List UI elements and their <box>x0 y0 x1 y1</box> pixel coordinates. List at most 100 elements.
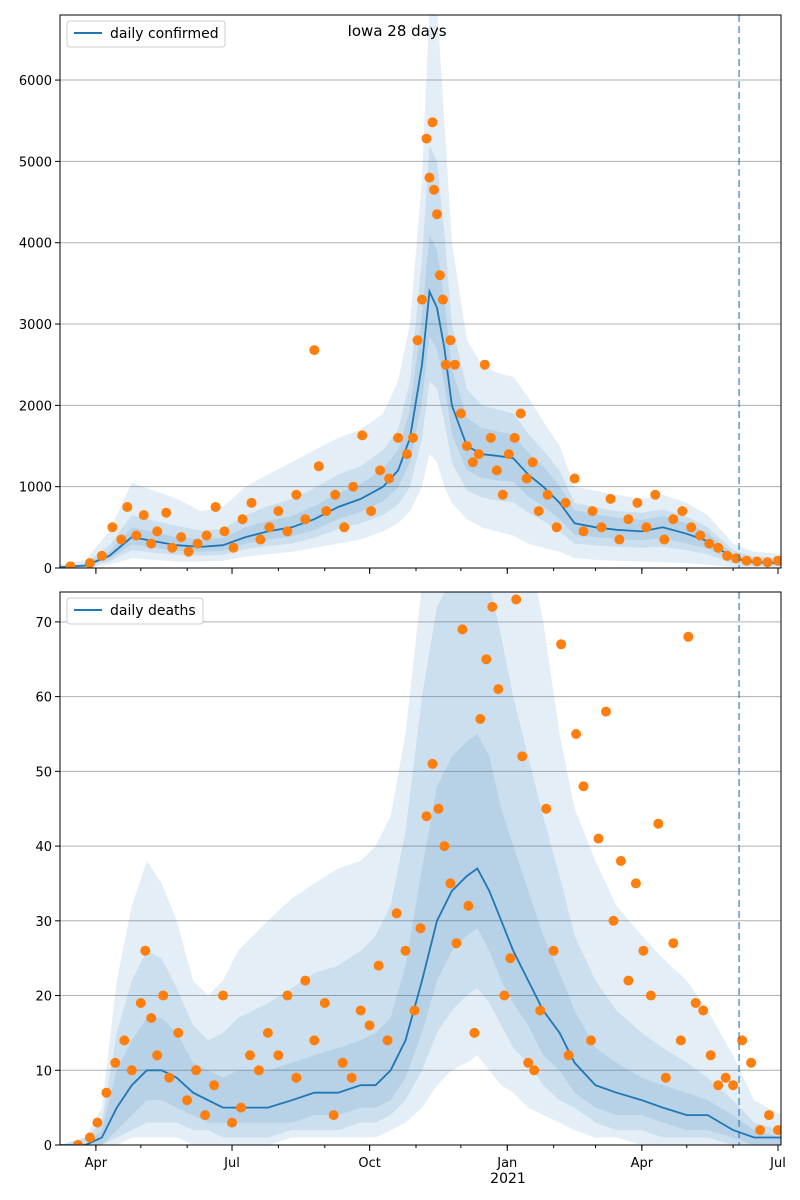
data-point <box>330 489 341 500</box>
data-point <box>219 526 230 537</box>
x-tick-label: Oct <box>358 1156 380 1171</box>
data-point <box>282 526 293 537</box>
y-tick-label: 6000 <box>19 74 52 89</box>
data-point <box>432 209 442 220</box>
data-point <box>131 530 142 541</box>
data-point <box>313 461 324 472</box>
data-point <box>741 555 752 566</box>
data-point <box>309 345 320 356</box>
data-point <box>236 1102 246 1113</box>
data-point <box>273 1050 284 1061</box>
data-point <box>138 510 149 521</box>
deaths-y-ticks: 0 10 20 30 40 50 60 70 <box>35 616 60 1154</box>
confirmed-legend: daily confirmed <box>66 20 226 48</box>
data-point <box>623 514 634 525</box>
deaths-points <box>73 594 781 1145</box>
data-point <box>487 601 498 612</box>
band-inner <box>60 734 781 1145</box>
y-tick-label: 60 <box>35 691 52 706</box>
data-point <box>569 473 580 484</box>
data-point <box>245 1050 255 1061</box>
data-point <box>135 998 146 1008</box>
data-point <box>73 1140 83 1145</box>
data-point <box>384 473 395 484</box>
data-point <box>596 522 607 533</box>
data-point <box>481 654 492 665</box>
data-point <box>173 1027 184 1038</box>
data-point <box>593 833 604 844</box>
data-point <box>705 1050 716 1061</box>
y-tick-label: 0 <box>44 1139 52 1154</box>
data-point <box>373 960 384 971</box>
data-point <box>535 1005 546 1016</box>
y-tick-label: 1000 <box>19 481 52 496</box>
data-point <box>192 538 203 549</box>
data-point <box>764 1110 774 1121</box>
data-point <box>348 481 359 492</box>
data-point <box>364 1020 375 1031</box>
data-point <box>262 1027 273 1038</box>
data-point <box>264 522 275 533</box>
data-point <box>473 449 484 460</box>
band-middle <box>60 592 781 1145</box>
data-point <box>563 1050 574 1061</box>
data-point <box>391 908 402 919</box>
x-tick-label: Jul <box>769 1156 786 1171</box>
data-point <box>237 514 248 525</box>
confirmed-series <box>60 288 781 568</box>
data-point <box>210 502 221 512</box>
data-point <box>429 184 439 195</box>
data-point <box>608 915 619 926</box>
data-point <box>683 631 694 642</box>
data-point <box>499 990 510 1001</box>
data-point <box>746 1057 757 1068</box>
data-point <box>96 550 107 561</box>
data-point <box>246 497 257 508</box>
series-line-confirmed <box>60 288 781 568</box>
data-point <box>523 1057 534 1068</box>
data-point <box>417 294 427 305</box>
data-point <box>457 624 468 635</box>
data-point <box>191 1065 202 1076</box>
data-point <box>773 1125 781 1136</box>
deaths-panel: 0 10 20 30 40 50 60 70 Apr Jul Oct Jan Apr Jul daily… <box>35 591 786 1187</box>
data-point <box>728 1080 739 1091</box>
data-point <box>659 534 670 545</box>
data-point <box>491 465 502 476</box>
data-point <box>339 522 350 533</box>
deaths-x-ticks: Apr Jul Oct Jan Apr Jul <box>85 1145 786 1171</box>
data-point <box>720 1072 731 1083</box>
data-point <box>434 270 445 281</box>
deaths-axes-frame <box>59 591 782 1146</box>
data-point <box>527 457 538 468</box>
data-point <box>218 990 228 1001</box>
data-point <box>511 594 522 605</box>
data-point <box>253 1065 264 1076</box>
data-point <box>92 1117 103 1128</box>
data-point <box>548 945 559 956</box>
data-point <box>393 432 404 443</box>
confirmed-points <box>65 117 781 568</box>
data-point <box>762 557 773 568</box>
x-tick-label: Jul <box>223 1156 240 1171</box>
data-point <box>321 506 332 517</box>
data-point <box>445 335 456 346</box>
data-point <box>445 878 456 889</box>
data-point <box>449 359 460 370</box>
data-point <box>427 758 438 769</box>
y-tick-label: 10 <box>35 1064 52 1079</box>
data-point <box>400 945 411 956</box>
data-point <box>300 514 311 525</box>
band-outer <box>60 15 781 568</box>
y-tick-label: 5000 <box>19 155 52 170</box>
data-point <box>752 556 763 567</box>
data-point <box>493 684 504 695</box>
band-inner <box>60 234 781 568</box>
data-point <box>300 975 311 986</box>
data-point <box>291 489 302 500</box>
data-point <box>615 856 626 866</box>
data-point <box>533 506 544 517</box>
data-point <box>601 706 611 717</box>
data-point <box>122 502 133 512</box>
